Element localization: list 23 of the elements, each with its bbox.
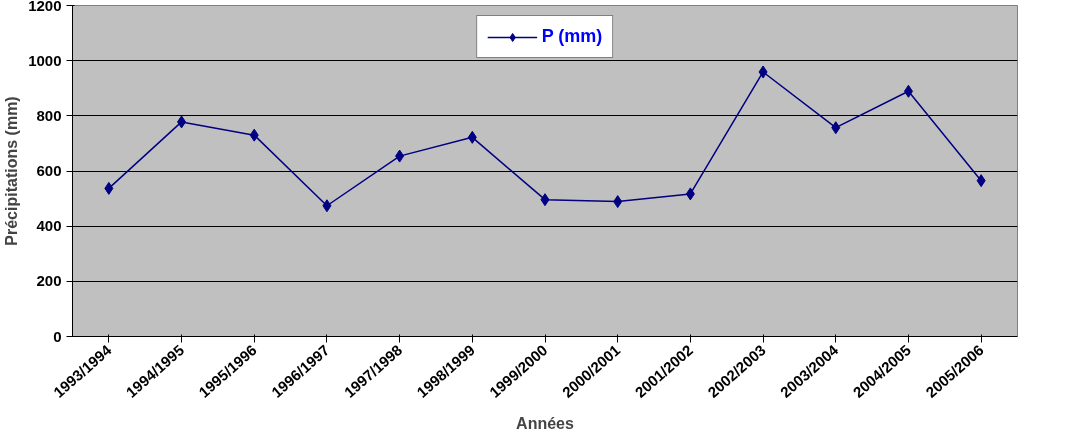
y-axis-title: Précipitations (mm) <box>3 96 21 246</box>
y-tick-label: 0 <box>53 327 62 345</box>
point <box>177 115 187 129</box>
y-tick-label: 800 <box>36 106 62 124</box>
point <box>540 193 550 207</box>
point <box>467 130 477 144</box>
y-tick-label: 400 <box>36 217 62 235</box>
point <box>104 181 114 195</box>
point <box>613 195 623 209</box>
y-tick-label: 1000 <box>28 51 62 69</box>
legend-label: P (mm) <box>541 26 603 47</box>
y-tick-label: 1200 <box>28 0 62 14</box>
point <box>249 128 259 142</box>
point <box>395 149 405 163</box>
point <box>831 121 841 135</box>
point <box>758 65 768 79</box>
point <box>976 174 986 188</box>
point <box>322 199 332 213</box>
y-tick-label: 600 <box>36 162 62 179</box>
point <box>903 84 913 98</box>
x-axis-title: Années <box>516 415 574 433</box>
point <box>685 187 695 201</box>
y-tick-label: 200 <box>36 272 62 290</box>
